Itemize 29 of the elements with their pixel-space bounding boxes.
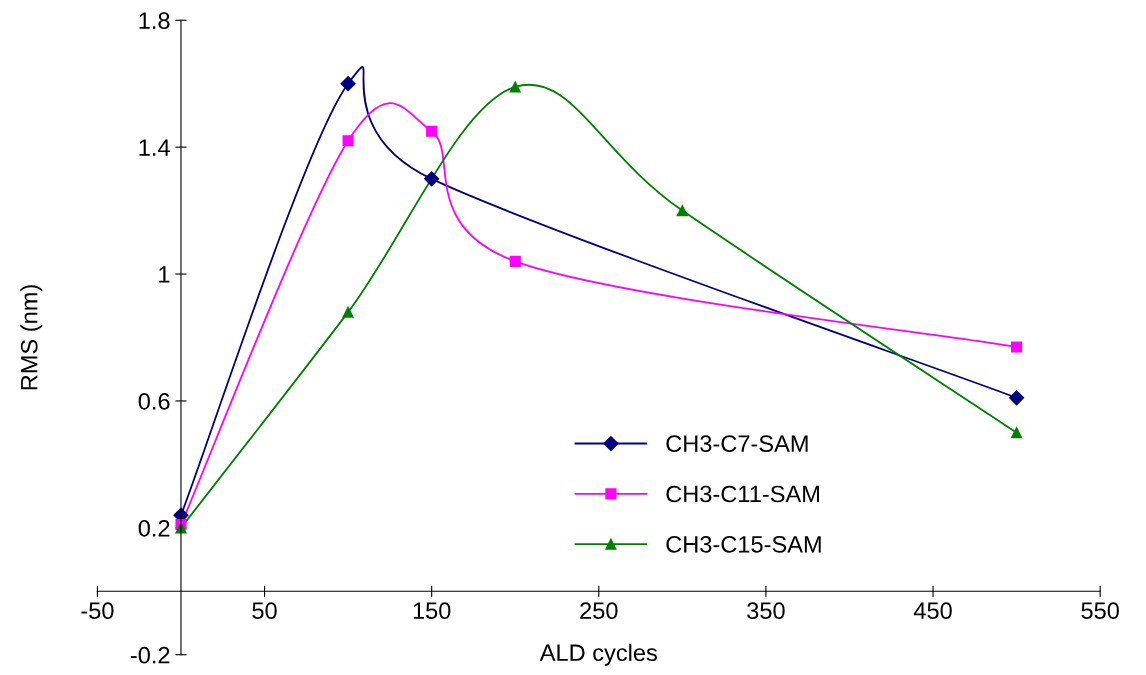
y-tick-label: 0.2	[138, 519, 170, 537]
legend-label: CH3-C11-SAM	[666, 485, 819, 503]
y-tick-label: 1.8	[139, 12, 170, 30]
point	[509, 255, 521, 267]
point	[426, 125, 438, 137]
y-tick-label: 0.6	[138, 393, 170, 410]
x-tick-label: 150	[413, 602, 451, 620]
point	[1011, 427, 1023, 439]
x-tick-label: 250	[580, 602, 618, 620]
point	[676, 205, 688, 217]
x-tick-label: 450	[913, 602, 952, 620]
x-tick-label: 50	[252, 602, 277, 620]
x-tick-label: 350	[747, 602, 785, 620]
y-tick-label: 1.4	[139, 139, 170, 156]
legend-label: CH3-C15-SAM	[666, 535, 821, 553]
point	[1009, 390, 1025, 406]
y-axis-title: RMS (nm)	[20, 285, 43, 390]
y-tick-label: 1	[159, 266, 170, 283]
y-tick-label: -0.2	[130, 646, 170, 664]
legend-label: CH3-C7-SAM	[666, 435, 808, 453]
point	[1011, 341, 1023, 353]
x-tick-label: 550	[1081, 602, 1119, 620]
x-tick-label: -50	[81, 602, 114, 620]
point	[340, 76, 356, 92]
point	[342, 306, 354, 318]
x-axis-title: ALD cycles	[539, 643, 657, 666]
point	[342, 135, 354, 147]
point	[509, 81, 521, 93]
point	[424, 171, 440, 187]
